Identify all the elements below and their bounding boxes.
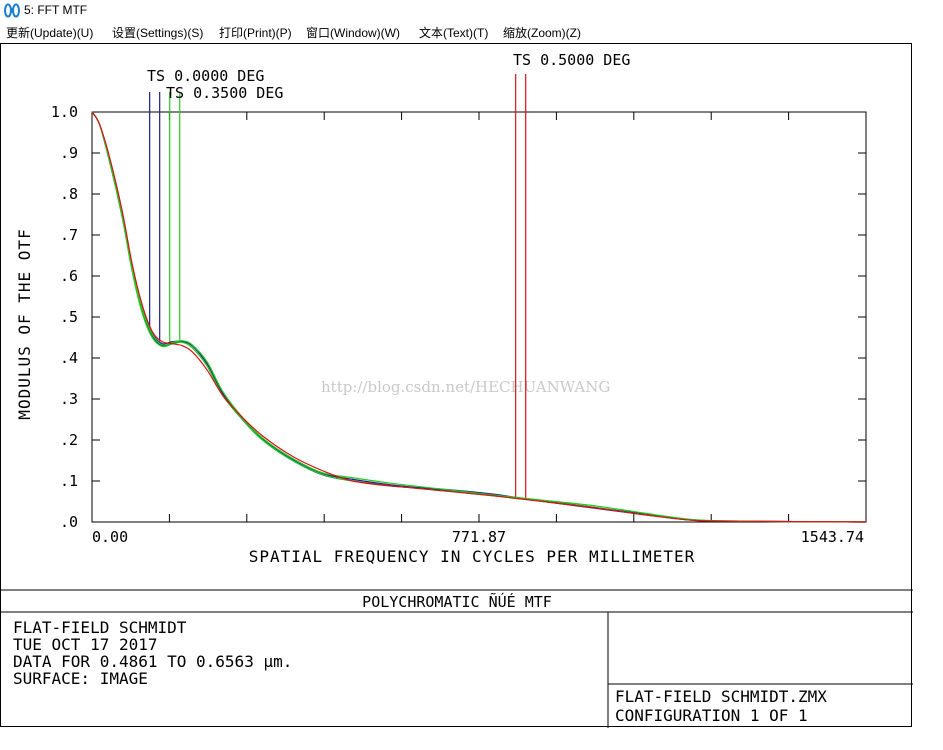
y-tick-label: .9 [60, 144, 78, 162]
plot-frame [91, 111, 867, 523]
info-configuration: CONFIGURATION 1 OF 1 [615, 706, 808, 725]
watermark-text: http://blog.csdn.net/HECHUANWANG [321, 378, 610, 396]
info-surface: SURFACE: IMAGE [13, 669, 148, 688]
y-tick-label: .3 [60, 390, 78, 408]
y-tick-label: .6 [60, 267, 78, 285]
x-axis [91, 112, 867, 522]
y-tick-label: .7 [60, 226, 78, 244]
y-axis-title: MODULUS OF THE OTF [15, 228, 34, 419]
menu-print[interactable]: 打印(Print)(P) [219, 26, 292, 40]
y-tick-label: .5 [60, 308, 78, 326]
title-bar: 5: FFT MTF [0, 0, 943, 21]
menu-zoom[interactable]: 缩放(Zoom)(Z) [503, 26, 581, 40]
x-tick-label-min: 0.00 [92, 528, 128, 546]
info-lens-title: FLAT-FIELD SCHMIDT [13, 618, 187, 637]
legend-ts-0-5000: TS 0.5000 DEG [513, 51, 630, 69]
x-tick-label-max: 1543.74 [801, 528, 864, 546]
mtf-curve [91, 111, 866, 523]
x-tick-label-mid: 771.87 [452, 528, 506, 546]
ts-marker-lines [149, 74, 527, 500]
y-tick-label: .2 [60, 431, 78, 449]
zemax-app-icon [4, 3, 20, 18]
mtf-curve [91, 111, 866, 523]
mtf-plot-canvas: http://blog.csdn.net/HECHUANWANG .0 .1 .2.… [1, 51, 913, 728]
x-axis-title: SPATIAL FREQUENCY IN CYCLES PER MILLIMET… [249, 547, 696, 566]
info-data-range: DATA FOR 0.4861 TO 0.6563 μm. [13, 652, 292, 671]
menu-bar: 更新(Update)(U) 设置(Settings)(S) 打印(Print)(… [0, 21, 943, 42]
y-tick-label: .8 [60, 185, 78, 203]
y-axis: .0 .1 .2 .3 .4 .5 .6 .7 .8 .9 1.0 [51, 103, 866, 531]
menu-text[interactable]: 文本(Text)(T) [419, 26, 489, 40]
chart-title: POLYCHROMATIC ÑÚÉ MTF [362, 592, 552, 611]
mtf-plot-window[interactable]: http://blog.csdn.net/HECHUANWANG .0 .1 .2.… [0, 43, 913, 728]
menu-settings[interactable]: 设置(Settings)(S) [112, 26, 204, 40]
y-tick-label: .1 [60, 472, 78, 490]
legend-ts-0-3500: TS 0.3500 DEG [166, 84, 283, 102]
mtf-curve [91, 111, 866, 523]
mtf-curve [91, 111, 866, 523]
window-title: 5: FFT MTF [24, 3, 88, 17]
menu-window[interactable]: 窗口(Window)(W) [306, 26, 400, 40]
menu-update[interactable]: 更新(Update)(U) [6, 26, 94, 40]
y-tick-label: .4 [60, 349, 78, 367]
mtf-curve [91, 111, 866, 523]
info-file-name: FLAT-FIELD SCHMIDT.ZMX [615, 687, 827, 706]
mtf-curves [91, 111, 866, 523]
y-tick-label: .0 [60, 513, 78, 531]
legend-ts-0-0000: TS 0.0000 DEG [147, 67, 264, 85]
info-date: TUE OCT 17 2017 [13, 635, 158, 654]
y-tick-label: 1.0 [51, 103, 78, 121]
